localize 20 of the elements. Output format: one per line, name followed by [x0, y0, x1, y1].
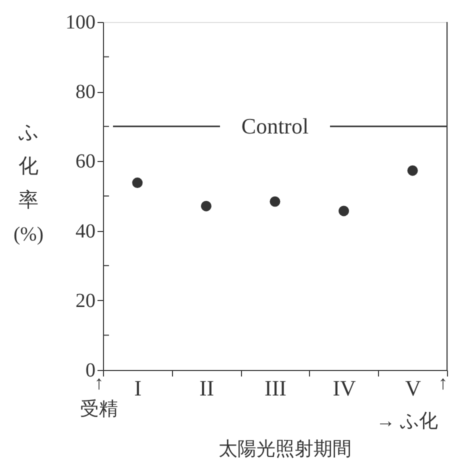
x-tick-label: III: [264, 376, 286, 400]
y-tick-label: 40: [76, 220, 96, 242]
x-tick-label: V: [405, 376, 422, 400]
x-tick-label: IV: [332, 376, 356, 400]
y-tick-label: 100: [66, 12, 96, 34]
y-tick-label: 20: [76, 290, 96, 312]
x-tick-label: I: [134, 376, 142, 400]
point: [200, 200, 212, 212]
y-tick-label: 60: [76, 150, 96, 173]
text: ↑: [438, 373, 448, 394]
point: [338, 206, 350, 216]
text: → ふ化: [376, 411, 438, 432]
x-axis-title: 太陽光照射期間: [218, 439, 352, 460]
x-tick-label: II: [199, 376, 214, 400]
ref-line-label: Control: [241, 113, 309, 138]
point: [132, 178, 143, 188]
point: [270, 196, 280, 207]
y-tick-label: 80: [76, 81, 96, 104]
point: [407, 165, 418, 176]
y-axis-title: ふ化率(%): [14, 122, 44, 246]
